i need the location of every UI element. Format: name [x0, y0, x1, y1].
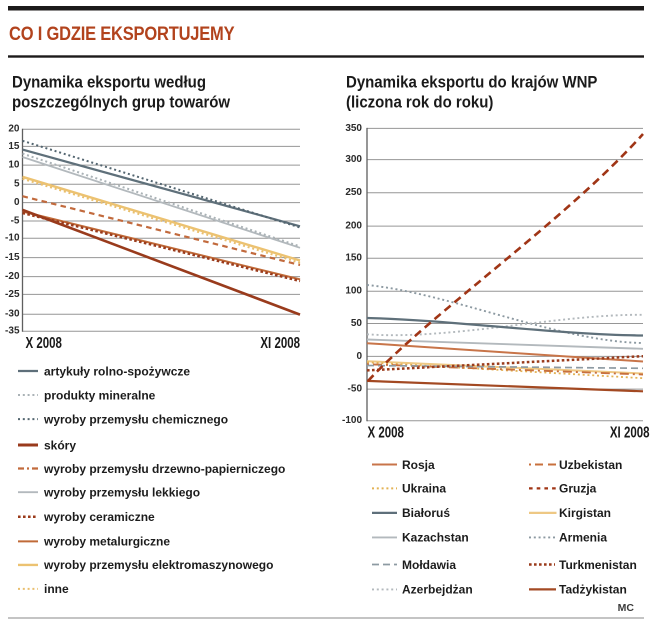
- svg-text:XI 2008: XI 2008: [610, 424, 650, 441]
- svg-text:artykuły rolno-spożywcze: artykuły rolno-spożywcze: [44, 364, 190, 378]
- svg-text:0: 0: [356, 351, 362, 362]
- svg-text:200: 200: [345, 221, 362, 232]
- svg-text:Dynamika eksportu według: Dynamika eksportu według: [12, 74, 206, 92]
- svg-text:wyroby ceramiczne: wyroby ceramiczne: [43, 510, 155, 524]
- svg-text:100: 100: [345, 286, 362, 297]
- svg-text:-10: -10: [5, 233, 20, 244]
- svg-text:Dynamika eksportu do krajów WN: Dynamika eksportu do krajów WNP: [346, 74, 598, 92]
- svg-text:150: 150: [345, 253, 362, 264]
- svg-text:Uzbekistan: Uzbekistan: [559, 458, 622, 472]
- svg-text:wyroby przemysłu drzewno-papie: wyroby przemysłu drzewno-papierniczego: [43, 462, 285, 476]
- svg-text:wyroby przemysłu lekkiego: wyroby przemysłu lekkiego: [43, 486, 200, 500]
- svg-text:Rosja: Rosja: [402, 458, 435, 472]
- svg-text:-5: -5: [11, 215, 20, 226]
- svg-text:50: 50: [351, 318, 363, 329]
- svg-text:350: 350: [345, 123, 362, 134]
- svg-text:wyroby przemysłu elektromaszyn: wyroby przemysłu elektromaszynowego: [43, 558, 273, 572]
- svg-text:-15: -15: [5, 252, 20, 263]
- svg-text:CO I GDZIE EKSPORTUJEMY: CO I GDZIE EKSPORTUJEMY: [9, 23, 235, 45]
- svg-text:-30: -30: [5, 309, 20, 320]
- svg-text:250: 250: [345, 187, 362, 198]
- svg-text:Azerbejdżan: Azerbejdżan: [402, 583, 473, 597]
- svg-text:X 2008: X 2008: [368, 424, 405, 441]
- svg-text:-35: -35: [5, 326, 20, 337]
- svg-text:wyroby metalurgiczne: wyroby metalurgiczne: [43, 535, 170, 549]
- svg-text:-20: -20: [5, 271, 20, 282]
- svg-text:5: 5: [14, 179, 20, 190]
- svg-text:20: 20: [8, 124, 20, 135]
- svg-text:XI 2008: XI 2008: [260, 335, 300, 352]
- svg-text:Turkmenistan: Turkmenistan: [559, 558, 637, 572]
- svg-text:-100: -100: [342, 415, 362, 426]
- svg-text:15: 15: [8, 141, 20, 152]
- svg-text:0: 0: [14, 197, 20, 208]
- svg-text:MC: MC: [618, 602, 635, 614]
- svg-text:Białoruś: Białoruś: [402, 506, 450, 520]
- svg-text:skóry: skóry: [44, 438, 76, 452]
- svg-text:Tadżykistan: Tadżykistan: [559, 583, 627, 597]
- svg-text:Ukraina: Ukraina: [402, 482, 446, 496]
- svg-text:inne: inne: [44, 582, 69, 596]
- svg-text:-50: -50: [348, 384, 363, 395]
- svg-text:300: 300: [345, 154, 362, 165]
- svg-text:Kazachstan: Kazachstan: [402, 531, 469, 545]
- svg-text:-25: -25: [5, 289, 20, 300]
- svg-text:wyroby przemysłu chemicznego: wyroby przemysłu chemicznego: [43, 412, 228, 426]
- svg-text:10: 10: [8, 160, 20, 171]
- svg-text:Kirgistan: Kirgistan: [559, 506, 611, 520]
- svg-text:Armenia: Armenia: [559, 531, 607, 545]
- svg-text:Mołdawia: Mołdawia: [402, 558, 456, 572]
- svg-text:produkty mineralne: produkty mineralne: [44, 388, 156, 402]
- svg-text:Gruzja: Gruzja: [559, 482, 597, 496]
- svg-text:poszczególnych grup towarów: poszczególnych grup towarów: [12, 94, 231, 112]
- svg-text:X 2008: X 2008: [26, 335, 63, 352]
- svg-text:(liczona rok do roku): (liczona rok do roku): [346, 94, 493, 112]
